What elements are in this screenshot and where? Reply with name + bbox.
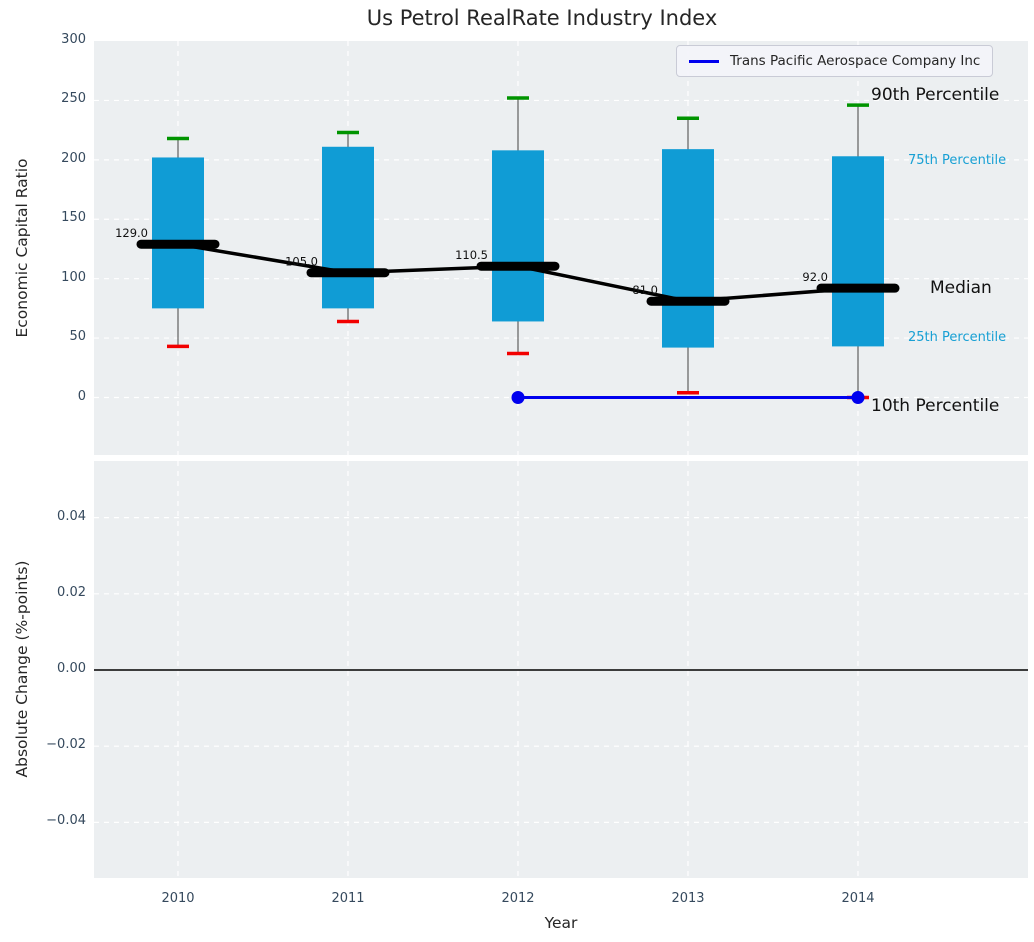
median-value-label: 92.0 bbox=[802, 270, 828, 284]
median-value-label: 129.0 bbox=[115, 226, 148, 240]
bottom-y-tick-label: 0.02 bbox=[36, 585, 86, 600]
annotation-90th-percentile: 90th Percentile bbox=[871, 85, 999, 105]
annotation-median: Median bbox=[930, 278, 992, 298]
x-tick-label: 2013 bbox=[653, 891, 723, 906]
x-axis-label: Year bbox=[94, 914, 1028, 932]
chart-title: Us Petrol RealRate Industry Index bbox=[367, 6, 718, 30]
iqr-box bbox=[322, 147, 374, 309]
iqr-box bbox=[832, 156, 884, 346]
median-value-label: 110.5 bbox=[455, 248, 488, 262]
top-y-axis-label: Economic Capital Ratio bbox=[13, 158, 31, 337]
legend-series-label: Trans Pacific Aerospace Company Inc bbox=[730, 53, 980, 69]
bottom-y-tick-label: 0.00 bbox=[36, 661, 86, 676]
iqr-box bbox=[152, 157, 204, 308]
annotation-75th-percentile: 75th Percentile bbox=[908, 153, 1006, 168]
bottom-y-tick-label: −0.02 bbox=[36, 737, 86, 752]
top-y-tick-label: 150 bbox=[36, 210, 86, 225]
top-y-tick-label: 250 bbox=[36, 91, 86, 106]
x-tick-label: 2011 bbox=[313, 891, 383, 906]
top-y-tick-label: 0 bbox=[36, 389, 86, 404]
median-value-label: 81.0 bbox=[632, 283, 658, 297]
bottom-y-axis-label: Absolute Change (%-points) bbox=[13, 561, 31, 778]
legend: Trans Pacific Aerospace Company Inc bbox=[676, 45, 993, 77]
annotation-10th-percentile: 10th Percentile bbox=[871, 396, 999, 416]
iqr-box bbox=[662, 149, 714, 347]
x-tick-label: 2010 bbox=[143, 891, 213, 906]
figure: Us Petrol RealRate Industry Index 129.0 1… bbox=[0, 0, 1034, 942]
top-y-tick-label: 50 bbox=[36, 329, 86, 344]
top-y-tick-label: 200 bbox=[36, 151, 86, 166]
x-tick-label: 2012 bbox=[483, 891, 553, 906]
x-tick-label: 2014 bbox=[823, 891, 893, 906]
median-value-label: 105.0 bbox=[285, 255, 318, 269]
bottom-plot-canvas bbox=[94, 461, 1028, 878]
annotation-25th-percentile: 25th Percentile bbox=[908, 330, 1006, 345]
legend-line-swatch-icon bbox=[689, 60, 719, 63]
top-y-tick-label: 300 bbox=[36, 32, 86, 47]
iqr-box bbox=[492, 150, 544, 321]
top-y-tick-label: 100 bbox=[36, 270, 86, 285]
bottom-plot-area bbox=[94, 461, 1028, 878]
company-series-marker bbox=[852, 391, 865, 404]
company-series-marker bbox=[512, 391, 525, 404]
bottom-y-tick-label: −0.04 bbox=[36, 813, 86, 828]
bottom-y-tick-label: 0.04 bbox=[36, 509, 86, 524]
